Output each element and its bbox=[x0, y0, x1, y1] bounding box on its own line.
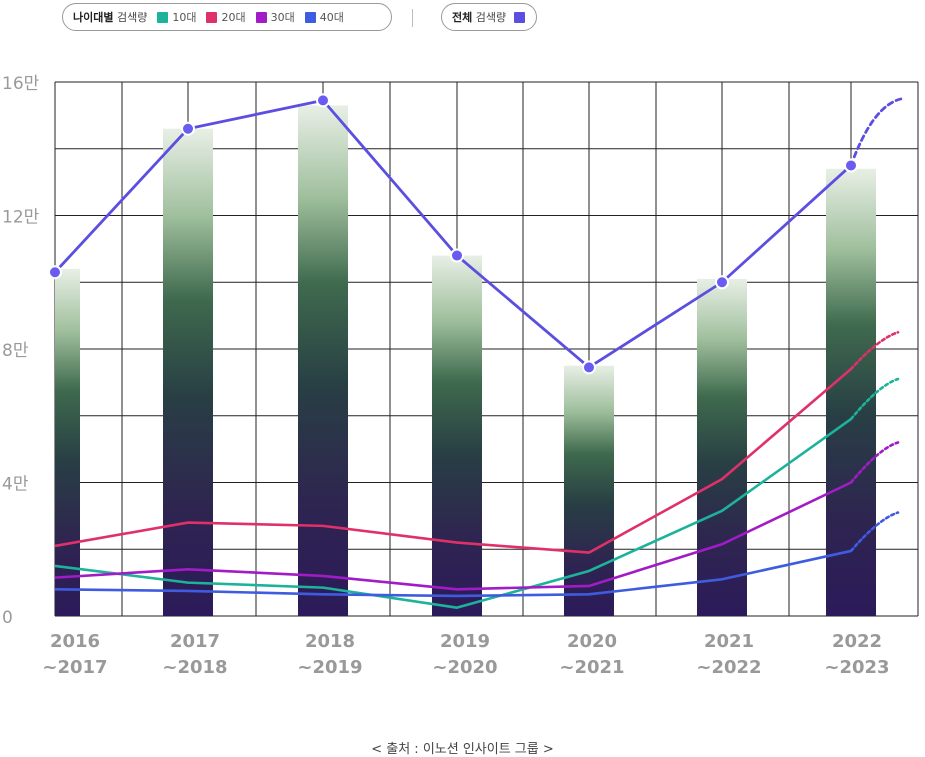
y-tick-label-2: 8만 bbox=[2, 341, 29, 361]
age-group-legend: 나이대별 검색량 10대 20대 30대 40대 bbox=[62, 3, 392, 31]
series-projection-0 bbox=[849, 377, 900, 421]
bar-4 bbox=[564, 365, 614, 616]
legend-swatch-10s bbox=[157, 11, 169, 23]
total-projection bbox=[849, 97, 904, 167]
legend-swatch-30s bbox=[255, 11, 267, 23]
series-line-0 bbox=[54, 418, 852, 609]
total-point-2 bbox=[316, 93, 330, 108]
y-tick-label-0: 0 bbox=[2, 608, 13, 628]
x-tick-label-5-line1: 2021 bbox=[704, 631, 754, 652]
total-legend-title: 전체 검색량 bbox=[452, 11, 507, 24]
x-tick-label-1-line2: ~2018 bbox=[162, 657, 227, 678]
total-point-3 bbox=[450, 248, 464, 263]
age-series-lines bbox=[54, 331, 900, 609]
y-tick-label-3: 12만 bbox=[2, 208, 40, 228]
legend-item-40s: 40대 bbox=[304, 9, 344, 25]
y-tick-label-1: 4만 bbox=[2, 475, 29, 495]
total-point-6 bbox=[844, 158, 858, 173]
x-tick-label-5-line2: ~2022 bbox=[696, 657, 761, 678]
bar-5 bbox=[697, 278, 747, 616]
series-line-3 bbox=[54, 549, 852, 598]
total-bars bbox=[55, 105, 876, 617]
legend-swatch-total bbox=[514, 11, 526, 23]
x-tick-label-0-line1: 2016 bbox=[50, 631, 100, 652]
y-axis-ticks: 0 4만 8만 12만 16만 bbox=[2, 74, 40, 628]
legend-swatch-40s bbox=[304, 11, 316, 23]
bar-2 bbox=[298, 105, 348, 617]
legend-divider bbox=[412, 9, 413, 27]
legend-item-20s: 20대 bbox=[206, 9, 246, 25]
legend-item-total bbox=[514, 11, 529, 23]
total-point-0 bbox=[48, 265, 62, 280]
x-tick-label-0-line2: ~2017 bbox=[42, 657, 107, 678]
total-point-4 bbox=[582, 360, 596, 375]
total-point-1 bbox=[181, 121, 195, 136]
legend-swatch-20s bbox=[206, 11, 218, 23]
age-group-legend-title: 나이대별 검색량 bbox=[73, 11, 148, 24]
source-note: < 출처 : 이노션 인사이트 그룹 > bbox=[371, 742, 554, 757]
x-tick-label-1-line1: 2017 bbox=[170, 631, 220, 652]
total-line-group bbox=[48, 93, 904, 375]
series-projection-2 bbox=[849, 441, 900, 484]
total-legend: 전체 검색량 bbox=[441, 3, 537, 31]
x-tick-label-6-line2: ~2023 bbox=[824, 657, 889, 678]
bar-3 bbox=[432, 255, 482, 617]
x-axis-ticks: 2016 ~2017 2017 ~2018 2018 ~2019 2019 ~2020 2020… bbox=[42, 631, 889, 678]
legend-item-30s: 30대 bbox=[255, 9, 295, 25]
legend-item-10s: 10대 bbox=[157, 9, 196, 25]
x-tick-label-2-line1: 2018 bbox=[305, 631, 355, 652]
y-tick-label-4: 16만 bbox=[2, 74, 40, 94]
x-tick-label-4-line2: ~2021 bbox=[559, 657, 624, 678]
series-line-1 bbox=[54, 368, 852, 554]
series-line-2 bbox=[54, 481, 852, 591]
x-tick-label-4-line1: 2020 bbox=[567, 631, 617, 652]
series-projection-1 bbox=[849, 331, 900, 371]
x-tick-label-3-line1: 2019 bbox=[440, 631, 490, 652]
bar-0 bbox=[55, 268, 80, 616]
total-point-5 bbox=[715, 275, 729, 290]
series-projection-3 bbox=[849, 511, 900, 553]
x-tick-label-3-line2: ~2020 bbox=[432, 657, 497, 678]
x-tick-label-2-line2: ~2019 bbox=[297, 657, 362, 678]
x-tick-label-6-line1: 2022 bbox=[832, 631, 882, 652]
bar-6 bbox=[826, 168, 876, 616]
bar-1 bbox=[163, 128, 213, 616]
